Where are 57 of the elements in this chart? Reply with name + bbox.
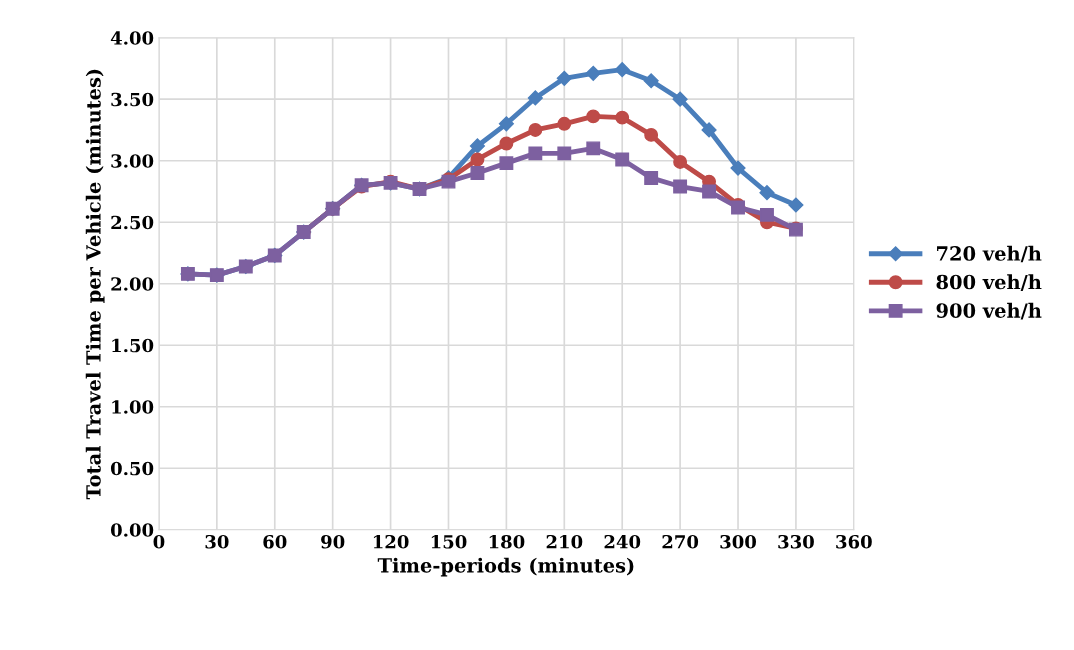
point: [586, 109, 601, 124]
y-tick-label: 0.00: [110, 523, 154, 537]
y-tick-label: 1.00: [112, 400, 154, 414]
point: [470, 152, 485, 167]
point: [528, 146, 543, 161]
x-tick-label: 90: [321, 534, 345, 549]
x-tick-label: 180: [489, 534, 525, 549]
point: [730, 160, 746, 176]
point: [499, 136, 514, 151]
y-tick-label: 3.00: [111, 154, 154, 168]
y-tick-label: 4.00: [110, 31, 154, 45]
y-tick-label: 2.50: [111, 215, 154, 230]
point: [614, 62, 630, 78]
point: [788, 197, 804, 213]
y-tick-label: 3.50: [111, 92, 154, 107]
point: [615, 152, 630, 167]
x-tick-label: 300: [720, 534, 757, 549]
x-tick-label: 240: [604, 534, 641, 549]
point: [673, 154, 688, 169]
point: [499, 156, 514, 171]
point: [556, 70, 572, 86]
point: [557, 146, 572, 161]
x-tick-label: 210: [546, 534, 583, 549]
x-tick-label: 120: [373, 534, 409, 549]
point: [586, 141, 601, 156]
point: [527, 90, 543, 106]
point: [528, 123, 543, 137]
x-axis-title: Time-periods (minutes): [377, 557, 634, 577]
legend-label: 900 veh/h: [936, 302, 1042, 320]
legend-label: 800 veh/h: [936, 274, 1042, 291]
point: [760, 207, 774, 222]
x-tick-label: 360: [836, 534, 872, 549]
point: [585, 65, 601, 81]
x-tick-label: 0: [153, 534, 165, 549]
point: [672, 91, 688, 107]
point: [644, 170, 659, 185]
point: [469, 138, 486, 154]
point: [643, 73, 659, 89]
point: [702, 184, 717, 199]
point: [644, 127, 659, 142]
point: [673, 179, 688, 194]
point: [470, 166, 485, 180]
y-axis-title: Total Travel Time per Vehicle (minutes): [85, 69, 105, 500]
point: [701, 122, 717, 138]
point: [557, 116, 572, 131]
y-tick-label: 2.00: [111, 277, 154, 291]
x-tick-label: 30: [205, 534, 229, 549]
y-tick-label: 1.50: [112, 338, 154, 353]
x-tick-label: 270: [662, 534, 699, 549]
y-tick-label: 0.50: [110, 461, 154, 476]
point: [498, 116, 514, 132]
legend-label: 720 veh/h: [937, 245, 1042, 263]
point: [615, 110, 630, 125]
point: [759, 185, 775, 201]
x-tick-label: 150: [431, 534, 467, 549]
x-tick-label: 330: [778, 534, 814, 549]
x-tick-label: 60: [263, 534, 287, 549]
